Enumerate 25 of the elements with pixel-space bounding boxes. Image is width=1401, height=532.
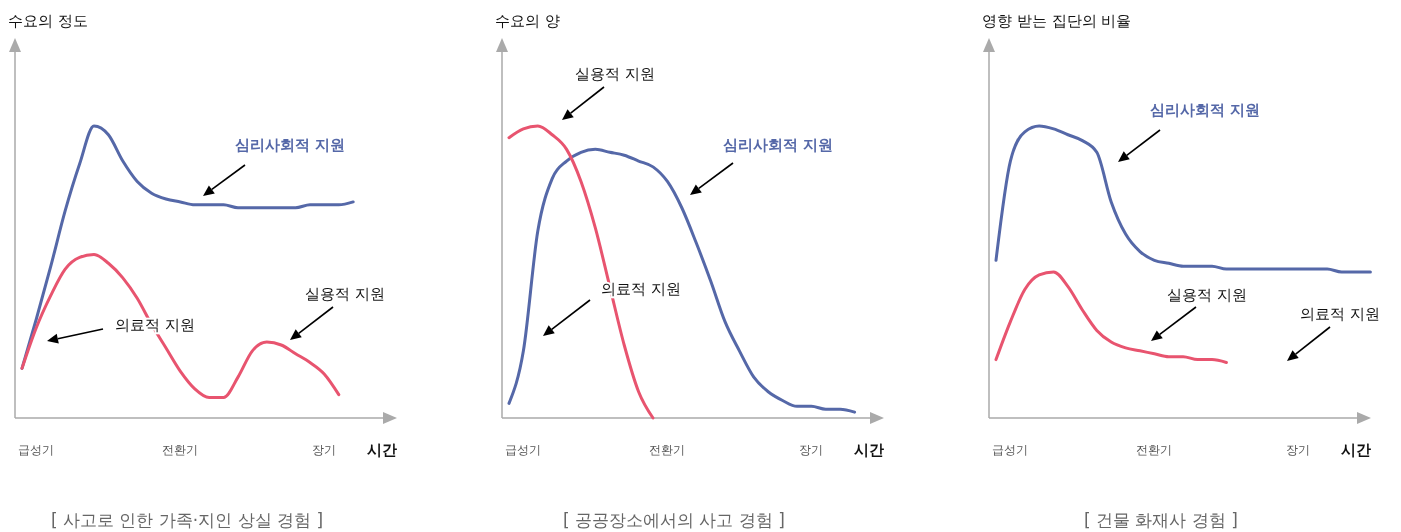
x-tick-label: 장기 (312, 443, 337, 457)
x-tick-label: 급성기 (505, 443, 542, 457)
text: [ 건물 화재사 경험 ] (1084, 510, 1238, 530)
y-axis-title: 수요의 양 (495, 12, 560, 30)
x-tick-label: 전환기 (649, 443, 686, 457)
annotation: 실용적 지원 (1167, 286, 1247, 304)
y-axis-title: 수요의 정도 (8, 12, 88, 30)
x-tick-label: 전환기 (1136, 443, 1173, 457)
x-tick-label: 전환기 (162, 443, 199, 457)
x-axis-title: 시간 (1341, 441, 1371, 459)
x-tick-label: 장기 (799, 443, 824, 457)
text: 실용적 지원 (575, 65, 655, 83)
y-axis-title: 영향 받는 집단의 비율 (982, 12, 1132, 30)
annotation: 의료적 지원 (1300, 305, 1380, 323)
x-tick-label: 급성기 (18, 443, 55, 457)
text: 심리사회적 지원 (234, 136, 346, 154)
x-tick-label: 장기 (1286, 443, 1311, 457)
text: 심리사회적 지원 (722, 136, 834, 154)
text: 심리사회적 지원 (1149, 101, 1261, 119)
text: [ 사고로 인한 가족·지인 상실 경험 ] (50, 510, 324, 530)
x-axis-title: 시간 (854, 441, 884, 459)
x-axis-title: 시간 (367, 441, 397, 459)
x-tick-label: 급성기 (992, 443, 1029, 457)
text: [ 공공장소에서의 사고 경험 ] (563, 510, 785, 530)
annotation: 실용적 지원 (305, 285, 385, 303)
